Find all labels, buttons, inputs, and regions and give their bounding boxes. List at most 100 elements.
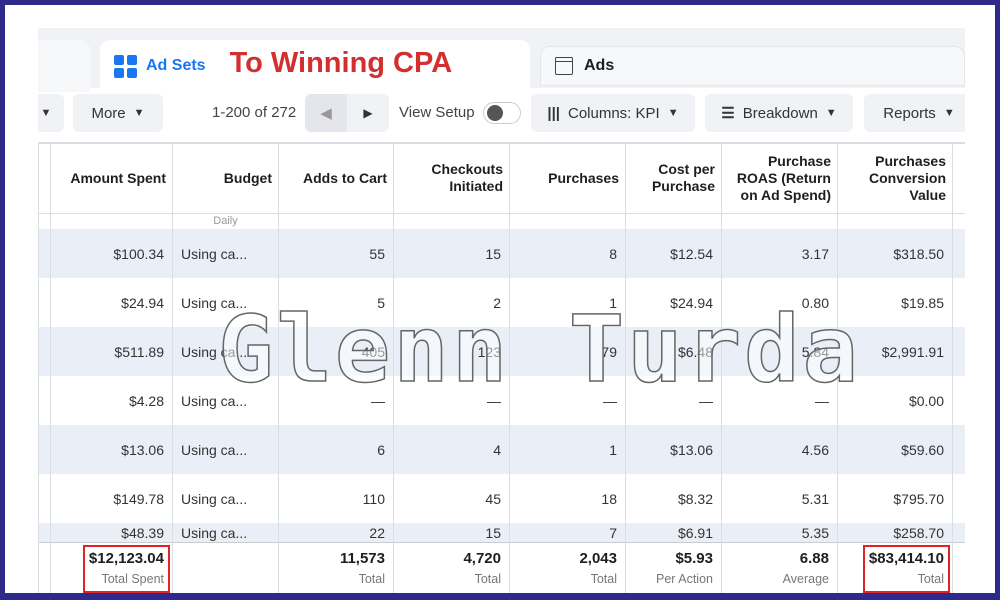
cell-adds-to-cart: 22 <box>278 523 394 542</box>
cell-roas: 5.84 <box>721 327 838 376</box>
tab-campaigns[interactable] <box>38 40 90 92</box>
column-header-budget[interactable]: Budget <box>172 142 279 214</box>
cell-checkouts: 4 <box>393 425 510 474</box>
column-header-checkouts[interactable]: Checkouts Initiated <box>393 142 510 214</box>
tab-bar: Ad Sets To Winning CPA Ads <box>38 28 965 92</box>
table-row[interactable]: $511.89 Using ca... 405 123 79 $6.48 5.84 $2,99… <box>38 327 965 376</box>
cell-cost-per-purchase: — <box>625 376 722 425</box>
cell-conversion-value: $318.50 <box>837 229 953 278</box>
total-adds-cell: 11,573 Total <box>278 541 394 594</box>
cell-budget[interactable]: Using ca... <box>172 327 279 376</box>
cell-adds-to-cart: 55 <box>278 229 394 278</box>
total-amount-value: $12,123.04 <box>88 550 164 568</box>
cell-purchases: — <box>509 376 626 425</box>
row-stub <box>38 278 51 327</box>
more-label: More <box>91 104 126 122</box>
ad-sets-table: Amount Spent Budget Adds to Cart Checkou… <box>38 142 965 594</box>
cell-budget[interactable]: Using ca... <box>172 376 279 425</box>
cell-budget[interactable]: Using ca... <box>172 425 279 474</box>
cell-budget[interactable]: Using ca... <box>172 278 279 327</box>
cell-checkouts: 2 <box>393 278 510 327</box>
prev-page-button[interactable]: ◀ <box>305 94 347 132</box>
cell-conversion-value: $19.85 <box>837 278 953 327</box>
cell-cost-per-purchase: $8.32 <box>625 474 722 523</box>
total-cpp-cell: $5.93 Per Action <box>625 541 722 594</box>
cell-budget[interactable]: Using ca... <box>172 474 279 523</box>
ads-manager: Ad Sets To Winning CPA Ads ▼ More ▼ 1-200… <box>38 28 965 594</box>
total-adds-value: 11,573 <box>339 550 385 568</box>
caret-down-icon: ▼ <box>943 107 955 119</box>
breakdown-label: Breakdown <box>742 104 818 122</box>
row-stub <box>38 523 51 542</box>
next-page-button[interactable]: ▶ <box>347 94 389 132</box>
breakdown-button[interactable]: ☰ Breakdown ▼ <box>705 94 853 132</box>
subheader-row: Daily <box>38 212 965 229</box>
caret-down-icon: ▼ <box>40 107 52 119</box>
table-row[interactable]: $24.94 Using ca... 5 2 1 $24.94 0.80 $19.85 <box>38 278 965 327</box>
reports-button[interactable]: Reports ▼ <box>864 94 965 132</box>
cell-amount-spent: $24.94 <box>50 278 173 327</box>
column-header-purchases[interactable]: Purchases <box>509 142 626 214</box>
row-stub <box>952 229 965 278</box>
total-checkouts-cell: 4,720 Total <box>393 541 510 594</box>
cell-roas: 4.56 <box>721 425 838 474</box>
row-stub <box>38 376 51 425</box>
cell-cost-per-purchase: $6.48 <box>625 327 722 376</box>
highlight-box: $12,123.04 Total Spent <box>82 545 170 594</box>
column-header-conversion-value[interactable]: Purchases Conversion Value <box>837 142 953 214</box>
headline-overlay: To Winning CPA <box>229 46 453 79</box>
cell-conversion-value: $2,991.91 <box>837 327 953 376</box>
caret-down-icon: ▼ <box>133 107 145 119</box>
caret-down-icon: ▼ <box>825 107 837 119</box>
dropdown-button[interactable]: ▼ <box>38 94 64 132</box>
table-row[interactable]: $13.06 Using ca... 6 4 1 $13.06 4.56 $59.60 <box>38 425 965 474</box>
cell-cost-per-purchase: $13.06 <box>625 425 722 474</box>
row-stub <box>38 229 51 278</box>
column-header-stub <box>38 142 51 214</box>
cell-checkouts: — <box>393 376 510 425</box>
columns-icon: ||| <box>547 104 560 122</box>
tab-ads-label: Ads <box>584 57 615 74</box>
cell-purchases: 79 <box>509 327 626 376</box>
tab-ads[interactable]: Ads <box>540 46 965 86</box>
ad-window-icon <box>555 57 573 75</box>
more-button[interactable]: More ▼ <box>73 94 163 132</box>
cell-purchases: 1 <box>509 425 626 474</box>
total-value-value: $83,414.10 <box>868 550 944 568</box>
table-row[interactable]: $48.39 Using ca... 22 15 7 $6.91 5.35 $258.70 <box>38 523 965 542</box>
cell-cost-per-purchase: $12.54 <box>625 229 722 278</box>
row-stub <box>952 327 965 376</box>
row-stub <box>952 523 965 542</box>
cell-roas: 3.17 <box>721 229 838 278</box>
toolbar: ▼ More ▼ 1-200 of 272 ◀ ▶ View Setup ||| C… <box>38 94 965 134</box>
column-header-amount-spent[interactable]: Amount Spent <box>50 142 173 214</box>
cell-checkouts: 15 <box>393 229 510 278</box>
total-roas-value: 6.88 <box>799 550 829 568</box>
columns-button[interactable]: ||| Columns: KPI ▼ <box>531 94 695 132</box>
table-row[interactable]: $4.28 Using ca... — — — — — $0.00 <box>38 376 965 425</box>
column-header-roas[interactable]: Purchase ROAS (Return on Ad Spend) <box>721 142 838 214</box>
cell-conversion-value: $0.00 <box>837 376 953 425</box>
total-roas-label: Average <box>782 572 829 587</box>
caret-left-icon: ◀ <box>320 105 332 122</box>
table-row[interactable]: $100.34 Using ca... 55 15 8 $12.54 3.17 $318.50 <box>38 229 965 278</box>
column-header-adds-to-cart[interactable]: Adds to Cart <box>278 142 394 214</box>
column-header-cost-per-purchase[interactable]: Cost per Purchase <box>625 142 722 214</box>
cell-checkouts: 123 <box>393 327 510 376</box>
total-amount-cell: $12,123.04 Total Spent <box>50 541 173 594</box>
view-setup-toggle[interactable] <box>483 102 521 124</box>
total-purchases-value: 2,043 <box>579 550 617 568</box>
row-stub <box>38 327 51 376</box>
total-value-label: Total <box>917 572 944 587</box>
table-row[interactable]: $149.78 Using ca... 110 45 18 $8.32 5.31 $795.7… <box>38 474 965 523</box>
cell-cost-per-purchase: $6.91 <box>625 523 722 542</box>
total-purchases-cell: 2,043 Total <box>509 541 626 594</box>
cell-budget[interactable]: Using ca... <box>172 229 279 278</box>
total-amount-label: Total Spent <box>101 572 164 587</box>
total-adds-label: Total <box>358 572 385 587</box>
tab-ad-sets[interactable]: Ad Sets To Winning CPA <box>100 40 530 92</box>
cell-purchases: 8 <box>509 229 626 278</box>
budget-daily-label: Daily <box>172 212 279 229</box>
cell-budget[interactable]: Using ca... <box>172 523 279 542</box>
cell-checkouts: 45 <box>393 474 510 523</box>
